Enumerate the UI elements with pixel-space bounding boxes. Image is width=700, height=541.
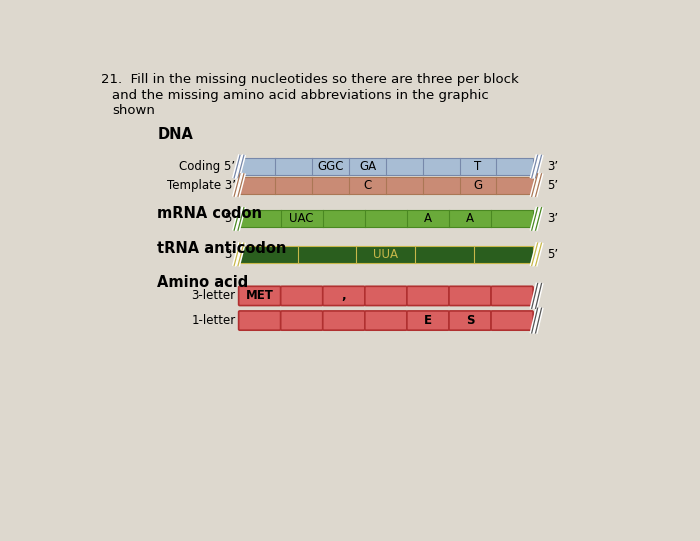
Text: 3-letter: 3-letter [191, 289, 235, 302]
FancyBboxPatch shape [323, 311, 365, 330]
FancyBboxPatch shape [239, 286, 281, 306]
Text: 3’: 3’ [547, 213, 558, 226]
FancyBboxPatch shape [407, 286, 449, 306]
FancyBboxPatch shape [365, 311, 407, 330]
FancyBboxPatch shape [281, 311, 323, 330]
Text: UAC: UAC [290, 213, 314, 226]
FancyBboxPatch shape [449, 286, 491, 306]
Text: UUA: UUA [373, 248, 398, 261]
Text: mRNA codon: mRNA codon [158, 206, 262, 221]
Text: shown: shown [112, 104, 155, 117]
Text: Template 3’: Template 3’ [167, 179, 235, 192]
Text: G: G [473, 179, 482, 192]
Text: and the missing amino acid abbreviations in the graphic: and the missing amino acid abbreviations… [112, 89, 489, 102]
Text: 1-letter: 1-letter [191, 314, 235, 327]
Text: A: A [466, 213, 474, 226]
Text: GGC: GGC [317, 160, 344, 173]
FancyBboxPatch shape [239, 311, 281, 330]
Text: E: E [424, 314, 432, 327]
FancyBboxPatch shape [407, 311, 449, 330]
Text: S: S [466, 314, 475, 327]
Text: MET: MET [246, 289, 274, 302]
Bar [239, 246, 533, 263]
FancyBboxPatch shape [491, 286, 533, 306]
Text: A: A [424, 213, 432, 226]
Text: 3’: 3’ [225, 248, 235, 261]
FancyBboxPatch shape [491, 311, 533, 330]
FancyBboxPatch shape [365, 286, 407, 306]
Text: GA: GA [359, 160, 376, 173]
Text: tRNA anticodon: tRNA anticodon [158, 241, 286, 256]
FancyBboxPatch shape [449, 311, 491, 330]
Text: Amino acid: Amino acid [158, 275, 248, 290]
Bar [239, 176, 533, 194]
FancyBboxPatch shape [281, 286, 323, 306]
Text: 5’: 5’ [547, 248, 558, 261]
Text: T: T [475, 160, 482, 173]
Text: 21.  Fill in the missing nucleotides so there are three per block: 21. Fill in the missing nucleotides so t… [102, 74, 519, 87]
Text: ,: , [342, 289, 346, 302]
FancyBboxPatch shape [323, 286, 365, 306]
Text: 3’: 3’ [547, 160, 558, 173]
Bar [239, 210, 533, 227]
Text: 5’: 5’ [225, 213, 235, 226]
Text: 5’: 5’ [547, 179, 558, 192]
Text: C: C [363, 179, 372, 192]
Text: Coding 5’: Coding 5’ [179, 160, 235, 173]
Bar [239, 158, 533, 175]
Text: DNA: DNA [158, 127, 193, 142]
